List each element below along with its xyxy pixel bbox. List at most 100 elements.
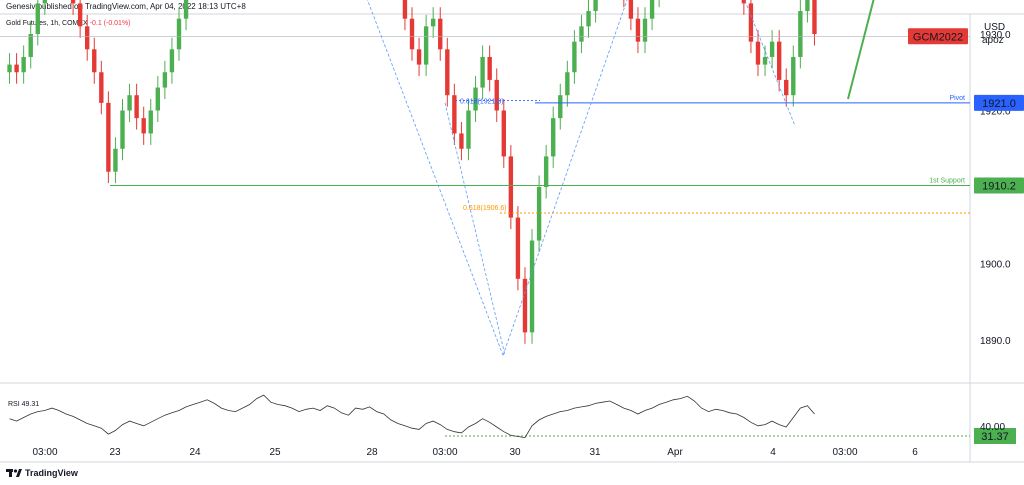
rsi-line bbox=[9, 394, 815, 439]
x-tick-label: 30 bbox=[509, 447, 521, 458]
price-candle bbox=[551, 118, 556, 157]
symbol-title: Gold Futures, 1h, COMEX -0.1 (-0.01%) bbox=[6, 20, 131, 27]
price-candle bbox=[127, 95, 132, 111]
price-candle bbox=[70, 0, 76, 4]
projection-arrow bbox=[847, 0, 875, 100]
x-tick-label: 4 bbox=[770, 447, 776, 458]
tradingview-brand[interactable]: TradingView bbox=[6, 468, 78, 478]
y-tick-label: 1930.0 bbox=[980, 30, 1011, 41]
price-marker-label: 1921.0 bbox=[982, 98, 1016, 110]
price-candle bbox=[120, 110, 125, 149]
support-label: 1st Support bbox=[929, 177, 965, 184]
price-candle bbox=[77, 3, 83, 27]
x-tick-label: 03:00 bbox=[432, 447, 457, 458]
currency-label: USD bbox=[984, 22, 1005, 33]
price-candle bbox=[558, 95, 563, 119]
rsi-tick-label: 40.00 bbox=[980, 422, 1005, 433]
x-tick-label: 24 bbox=[189, 447, 201, 458]
price-marker bbox=[908, 28, 968, 45]
price-candle bbox=[536, 187, 542, 241]
fib-trend-line bbox=[444, 102, 506, 356]
price-candle bbox=[473, 87, 478, 111]
price-candle bbox=[106, 102, 111, 172]
y-tick-label: 1890.0 bbox=[980, 336, 1011, 347]
price-marker bbox=[974, 94, 1024, 111]
price-candle bbox=[85, 26, 90, 50]
price-candle bbox=[92, 49, 97, 73]
price-candle bbox=[14, 64, 19, 73]
x-tick-label: Apr bbox=[667, 447, 683, 458]
price-candle bbox=[466, 110, 471, 149]
price-candle bbox=[586, 11, 591, 27]
unit-label: apoz bbox=[982, 35, 1004, 46]
price-candle bbox=[28, 34, 33, 57]
x-tick-label: 25 bbox=[269, 447, 281, 458]
price-candle bbox=[769, 41, 775, 57]
price-candle bbox=[155, 87, 160, 111]
price-candle bbox=[501, 110, 506, 157]
price-candle bbox=[438, 18, 443, 50]
fib-label-pivot: 0.618(1921.3) bbox=[460, 99, 504, 106]
price-candle bbox=[628, 0, 634, 19]
price-candle bbox=[141, 118, 146, 134]
price-candle bbox=[7, 64, 12, 73]
price-candle bbox=[494, 79, 499, 111]
price-candle bbox=[805, 0, 810, 12]
price-candle bbox=[543, 156, 549, 187]
price-candle bbox=[430, 18, 436, 27]
price-candle bbox=[748, 3, 754, 42]
price-candle bbox=[416, 49, 422, 65]
price-candle bbox=[642, 18, 648, 42]
price-candle bbox=[529, 240, 535, 333]
x-tick-label: 03:00 bbox=[832, 447, 857, 458]
symbol-name: Gold Futures, 1h, COMEX bbox=[6, 20, 88, 27]
fib-label-lower: 0.618(1906.6) bbox=[463, 205, 507, 212]
price-marker bbox=[974, 177, 1024, 194]
price-candle bbox=[99, 72, 104, 103]
price-candle bbox=[402, 0, 408, 19]
price-candle bbox=[487, 56, 492, 80]
price-candle bbox=[791, 56, 796, 96]
rsi-marker bbox=[974, 428, 1016, 445]
price-candle bbox=[176, 18, 182, 50]
price-marker-label: 1910.2 bbox=[982, 180, 1016, 192]
fib-trend-line bbox=[502, 0, 628, 356]
price-candle bbox=[508, 156, 514, 218]
price-candle bbox=[741, 0, 747, 4]
price-candle bbox=[755, 41, 761, 65]
price-candle bbox=[183, 0, 189, 19]
price-candle bbox=[148, 110, 153, 134]
rsi-marker-label: 31.37 bbox=[981, 431, 1009, 443]
price-candle bbox=[169, 49, 175, 73]
tradingview-logo-icon bbox=[6, 469, 22, 477]
x-tick-label: 31 bbox=[589, 447, 601, 458]
x-tick-label: 28 bbox=[366, 447, 378, 458]
price-candle bbox=[113, 148, 118, 172]
price-candle bbox=[579, 26, 584, 42]
price-candle bbox=[784, 79, 789, 96]
price-candle bbox=[515, 217, 521, 279]
price-candle bbox=[635, 18, 641, 42]
price-candle bbox=[134, 95, 139, 119]
price-candle bbox=[776, 41, 782, 80]
y-tick-label: 1920.0 bbox=[980, 107, 1011, 118]
price-candle bbox=[423, 26, 429, 65]
price-candle bbox=[565, 72, 570, 96]
price-candle bbox=[812, 0, 817, 35]
price-candle bbox=[409, 18, 415, 50]
price-marker-label: GCM2022 bbox=[913, 31, 963, 43]
price-candle bbox=[593, 0, 598, 12]
price-candle bbox=[445, 49, 450, 96]
price-candle bbox=[42, 0, 48, 4]
symbol-change: -0.1 (-0.01%) bbox=[89, 20, 131, 27]
publisher-line: Genesiv published on TradingView.com, Ap… bbox=[6, 2, 246, 11]
price-candle bbox=[162, 72, 168, 88]
price-candle bbox=[762, 56, 768, 65]
price-candle bbox=[798, 11, 803, 57]
price-candle bbox=[459, 133, 464, 149]
price-candle bbox=[35, 3, 40, 35]
rsi-title: RSI 49.31 bbox=[8, 401, 39, 408]
x-tick-label: 23 bbox=[109, 447, 121, 458]
x-tick-label: 6 bbox=[912, 447, 918, 458]
